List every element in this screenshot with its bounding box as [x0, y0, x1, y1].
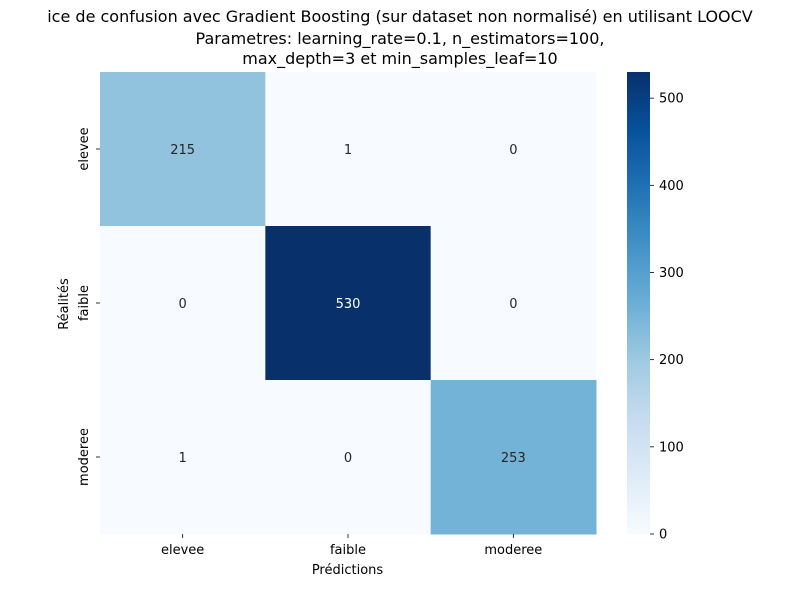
chart-title-line-3: max_depth=3 et min_samples_leaf=10: [242, 49, 558, 68]
heatmap-cell-1-0: [100, 226, 266, 381]
cell-value-label-2-0: 1: [179, 451, 187, 466]
x-tick-label: moderee: [484, 543, 542, 558]
heatmap-cell-1-1: [265, 226, 432, 381]
cell-value-label-1-2: 0: [509, 297, 517, 312]
cell-value-label-1-0: 0: [179, 297, 187, 312]
heatmap-cell-2-1: [265, 380, 432, 535]
heatmap-cell-2-0: [100, 380, 266, 535]
heatmap-cell-0-0: [100, 72, 266, 227]
cell-value-label-2-2: 253: [501, 451, 526, 466]
x-tick-label: elevee: [161, 543, 204, 558]
colorbar-tick-label: 0: [659, 528, 667, 543]
heatmap-cell-0-2: [430, 72, 597, 227]
cell-value-label-0-0: 215: [170, 143, 195, 158]
chart-title-line-2: Parametres: learning_rate=0.1, n_estimat…: [195, 29, 605, 48]
chart-title-line-1: ice de confusion avec Gradient Boosting …: [47, 7, 753, 26]
colorbar-tick-label: 200: [659, 353, 684, 368]
y-tick-label: moderee: [77, 428, 92, 486]
x-axis-label: Prédictions: [312, 563, 384, 578]
y-tick-label: faible: [77, 285, 92, 321]
y-tick-label: elevee: [77, 127, 92, 170]
colorbar: [627, 72, 650, 534]
cell-value-label-1-1: 530: [336, 297, 361, 312]
cell-value-label-0-1: 1: [344, 143, 352, 158]
colorbar-tick-label: 400: [659, 179, 684, 194]
cell-value-label-0-2: 0: [509, 143, 517, 158]
colorbar-tick-label: 100: [659, 440, 684, 455]
colorbar-tick-label: 500: [659, 92, 684, 107]
heatmap-cell-2-2: [430, 380, 597, 535]
y-axis-label: Réalités: [57, 278, 72, 330]
heatmap-cell-1-2: [430, 226, 597, 381]
x-tick-label: faible: [330, 543, 366, 558]
colorbar-tick-label: 300: [659, 266, 684, 281]
heatmap-cell-0-1: [265, 72, 432, 227]
cell-value-label-2-1: 0: [344, 451, 352, 466]
